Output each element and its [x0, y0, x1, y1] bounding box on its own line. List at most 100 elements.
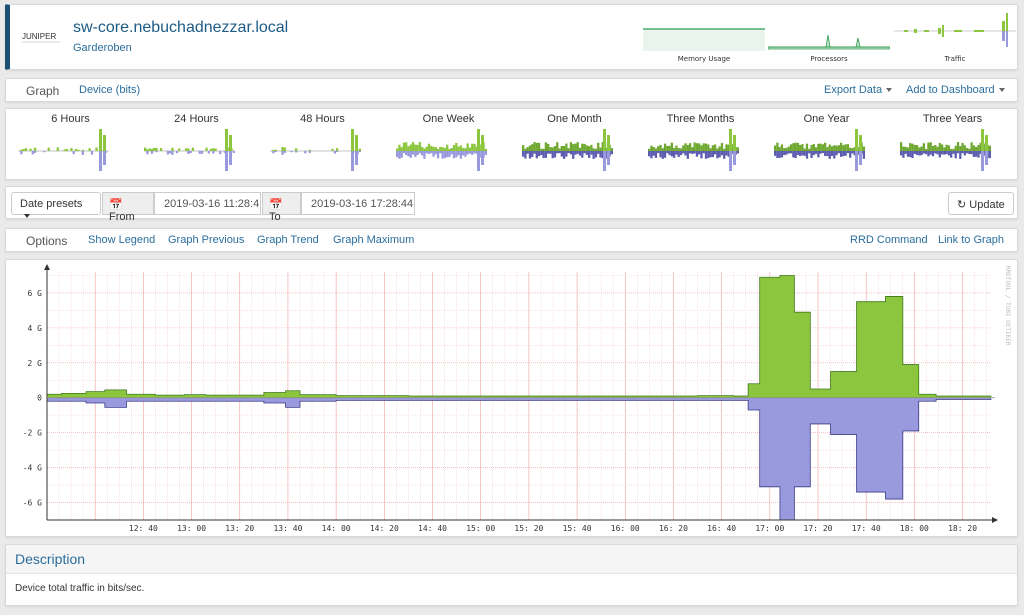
options-label: Options: [26, 234, 68, 248]
traffic-chart: 6 G 4 G 2 G 0 -2 G -4 G -6 G 12: 40 13: 00 13: 20…: [23, 264, 1011, 533]
rrdtool-watermark: RRDTOOL / TOBI OETIKER: [1004, 266, 1011, 346]
thumbnail-graph: [774, 129, 865, 171]
x-tick-label: 15: 20: [514, 524, 543, 533]
y-tick-label: 4 G: [28, 324, 43, 333]
x-tick-label: 14: 00: [322, 524, 351, 533]
juniper-logo: JUNIPER: [22, 27, 66, 47]
thumbnail-label: Three Years: [922, 113, 983, 125]
x-tick-label: 16: 00: [611, 524, 640, 533]
x-tick-label: 18: 20: [948, 524, 977, 533]
series-out-line: [47, 398, 992, 521]
thumbnail-graph: [18, 129, 109, 171]
x-tick-label: 17: 00: [755, 524, 784, 533]
description-title: Description: [6, 545, 1017, 574]
update-label: Update: [969, 199, 1005, 211]
device-header: JUNIPER sw-core.nebuchadnezzar.local Gar…: [5, 4, 1018, 70]
add-to-dashboard-label: Add to Dashboard: [906, 84, 995, 96]
thumbnail-graph: [396, 129, 487, 171]
thumbnail-graph: [900, 129, 991, 171]
from-addon: 📅 From: [102, 192, 154, 223]
rrd-command-link[interactable]: RRD Command: [850, 234, 928, 246]
x-tick-label: 13: 20: [225, 524, 254, 533]
x-tick-label: 16: 40: [707, 524, 736, 533]
processors-sparkline: [768, 34, 890, 50]
graph-previous-link[interactable]: Graph Previous: [168, 234, 245, 246]
series-out-area: [47, 397, 991, 520]
caret-down-icon: [24, 214, 30, 219]
y-tick-label: -2 G: [23, 429, 42, 438]
thumbnail-label: 6 Hours: [51, 113, 90, 125]
series-in-line: [47, 275, 992, 397]
device-location[interactable]: Garderoben: [73, 42, 132, 54]
thumbnail-24-hours[interactable]: 24 Hours: [134, 109, 259, 179]
y-tick-label: 2 G: [28, 359, 43, 368]
thumbnail-one-month[interactable]: One Month: [512, 109, 637, 179]
export-data-dropdown[interactable]: Export Data: [824, 84, 893, 96]
link-to-graph-link[interactable]: Link to Graph: [938, 234, 1005, 246]
memory-usage-sparkline: [643, 28, 765, 51]
thumbnail-48-hours[interactable]: 48 Hours: [260, 109, 385, 179]
traffic-mini-graph[interactable]: Traffic: [894, 13, 1016, 63]
traffic-label: Traffic: [944, 55, 966, 63]
to-date-input[interactable]: 2019-03-16 17:28:44: [301, 192, 415, 215]
export-data-label: Export Data: [824, 84, 883, 96]
date-presets-button[interactable]: Date presets: [11, 192, 101, 219]
x-tick-label: 15: 00: [466, 524, 495, 533]
add-to-dashboard-dropdown[interactable]: Add to Dashboard: [906, 84, 1005, 96]
thumbnail-three-years[interactable]: Three Years: [890, 109, 1015, 179]
y-tick-label: -4 G: [23, 464, 42, 473]
traffic-sparkline: [894, 13, 1016, 47]
date-range-bar: Date presets 📅 From 2019-03-16 11:28:4 📅…: [5, 186, 1018, 223]
thumbnail-one-week[interactable]: One Week: [386, 109, 511, 179]
description-text: Device total traffic in bits/sec.: [15, 583, 145, 594]
thumbnail-6-hours[interactable]: 6 Hours: [8, 109, 133, 179]
thumbnail-label: One Year: [803, 113, 850, 125]
x-tick-label: 14: 40: [418, 524, 447, 533]
processors-mini-graph[interactable]: Processors: [768, 13, 890, 63]
y-tick-label: 0: [37, 394, 42, 403]
x-tick-label: 14: 20: [370, 524, 399, 533]
x-tick-label: 17: 40: [852, 524, 881, 533]
thumbnail-graph: [144, 129, 235, 171]
memory-usage-label: Memory Usage: [677, 55, 731, 63]
y-tick-label: 6 G: [28, 289, 43, 298]
date-presets-label: Date presets: [20, 198, 83, 210]
thumbnail-one-year[interactable]: One Year: [764, 109, 889, 179]
thumbnail-graph: [522, 129, 613, 171]
thumbnail-graph: [270, 129, 361, 171]
description-panel: Description Device total traffic in bits…: [5, 544, 1018, 606]
to-addon: 📅 To: [262, 192, 301, 223]
thumbnail-label: 24 Hours: [174, 113, 219, 125]
calendar-icon: 📅: [109, 199, 123, 211]
graph-trend-link[interactable]: Graph Trend: [257, 234, 319, 246]
caret-down-icon: [998, 88, 1005, 93]
thumbnail-three-months[interactable]: Three Months: [638, 109, 763, 179]
memory-usage-mini-graph[interactable]: Memory Usage: [643, 13, 765, 63]
to-label: To: [269, 211, 281, 223]
y-tick-label: -6 G: [23, 499, 42, 508]
thumbnail-label: 48 Hours: [300, 113, 345, 125]
thumbnail-label: One Month: [547, 113, 602, 125]
x-tick-label: 18: 00: [900, 524, 929, 533]
device-hostname[interactable]: sw-core.nebuchadnezzar.local: [73, 19, 289, 36]
series-in-area: [47, 275, 991, 398]
from-label: From: [109, 211, 135, 223]
x-tick-label: 13: 40: [273, 524, 302, 533]
from-date-input[interactable]: 2019-03-16 11:28:4: [154, 192, 261, 215]
x-tick-label: 12: 40: [129, 524, 158, 533]
calendar-icon: 📅: [269, 199, 283, 211]
graph-section-title: Graph: [26, 84, 60, 98]
processors-label: Processors: [810, 55, 848, 63]
y-axis-arrow: [44, 264, 50, 270]
thumbnail-label: Three Months: [666, 113, 735, 125]
x-axis-arrow: [992, 517, 998, 523]
refresh-icon: ↻: [957, 199, 967, 211]
graph-toolbar: Graph Device (bits) Export Data Add to D…: [5, 78, 1018, 102]
update-button[interactable]: ↻ Update: [948, 192, 1014, 215]
logo-text: JUNIPER: [22, 32, 56, 41]
show-legend-link[interactable]: Show Legend: [88, 234, 156, 246]
graph-type-link[interactable]: Device (bits): [79, 84, 141, 96]
period-thumbnails: 6 Hours 24 Hours 48 Hours One Week One M…: [5, 108, 1018, 180]
thumbnail-graph: [648, 129, 739, 171]
graph-maximum-link[interactable]: Graph Maximum: [333, 234, 415, 246]
